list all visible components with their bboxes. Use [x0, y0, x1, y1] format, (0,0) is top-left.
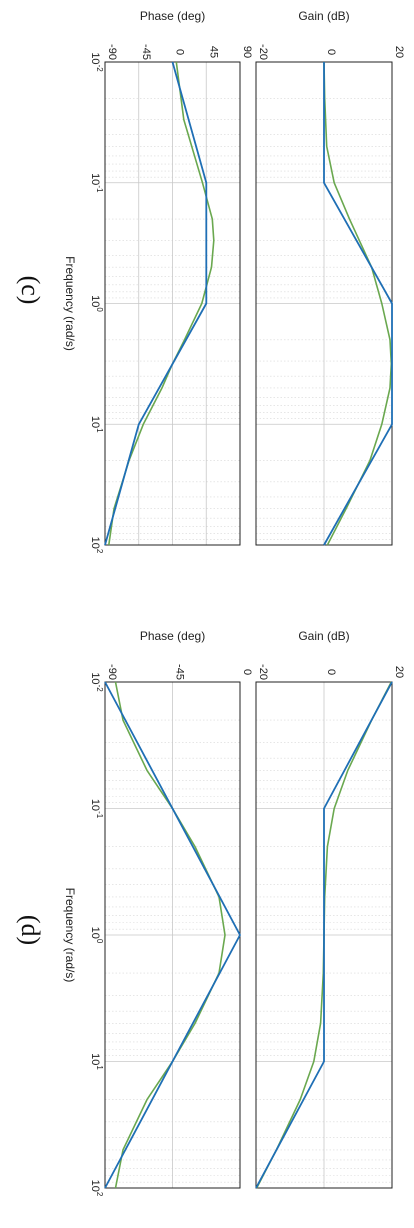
y-tick-label: 20 — [393, 46, 405, 58]
y-tick-label: 0 — [241, 669, 253, 675]
panel-label: (c) — [16, 276, 45, 305]
y-tick-label: 20 — [393, 666, 405, 678]
y-axis-label: Phase (deg) — [140, 629, 205, 643]
x-tick-label: 100 — [89, 927, 104, 944]
y-tick-label: 0 — [325, 49, 337, 55]
x-tick-label: 10-2 — [89, 52, 104, 72]
x-tick-label: 101 — [89, 416, 104, 433]
x-tick-label: 101 — [89, 1053, 104, 1070]
y-tick-label: -90 — [106, 44, 118, 60]
asymptotic-approximation-line — [255, 681, 393, 1189]
panel-d: (d) Frequency (rad/s) -20 0 20 Gain (dB) -90 -4… — [16, 629, 405, 1197]
asymptotic-approximation-line — [323, 62, 393, 546]
y-axis-label: Gain (dB) — [298, 629, 349, 643]
phase-subplot: -90 -45 0 45 90 Phase (deg) — [104, 9, 253, 546]
panel-c: (c) Frequency (rad/s) -20 0 20 Gain (dB) -90 -4… — [16, 9, 405, 554]
x-tick-label: 100 — [89, 295, 104, 312]
y-axis-label: Phase (deg) — [140, 9, 205, 23]
x-axis-label: Frequency (rad/s) — [63, 256, 77, 351]
y-tick-label: 90 — [241, 46, 253, 58]
phase-subplot: -90 -45 0 Phase (deg) — [104, 629, 253, 1189]
gain-subplot: -20 0 20 Gain (dB) — [255, 9, 405, 546]
exact-response-curve — [323, 61, 393, 546]
panel-label: (d) — [16, 915, 45, 945]
x-tick-label: 10-1 — [89, 799, 104, 819]
asymptotic-approximation-line — [104, 61, 208, 546]
y-tick-label: -20 — [257, 44, 269, 60]
x-tick-label: 10-1 — [89, 173, 104, 193]
y-tick-label: 0 — [174, 49, 186, 55]
exact-response-curve — [114, 681, 226, 1189]
y-tick-label: -20 — [257, 664, 269, 680]
y-tick-label: 45 — [207, 46, 219, 58]
asymptotic-approximation-line — [104, 681, 241, 1189]
x-tick-label: 10-2 — [89, 672, 104, 692]
y-tick-label: -45 — [174, 664, 186, 680]
y-tick-label: -45 — [140, 44, 152, 60]
x-tick-label: 102 — [89, 537, 104, 554]
plot-frame — [255, 681, 393, 1189]
x-axis-label: Frequency (rad/s) — [63, 888, 77, 983]
gain-subplot: -20 0 20 Gain (dB) — [255, 629, 405, 1189]
y-tick-label: -90 — [106, 664, 118, 680]
y-tick-label: 0 — [325, 669, 337, 675]
y-axis-label: Gain (dB) — [298, 9, 349, 23]
x-tick-label: 102 — [89, 1180, 104, 1197]
exact-response-curve — [108, 61, 215, 546]
